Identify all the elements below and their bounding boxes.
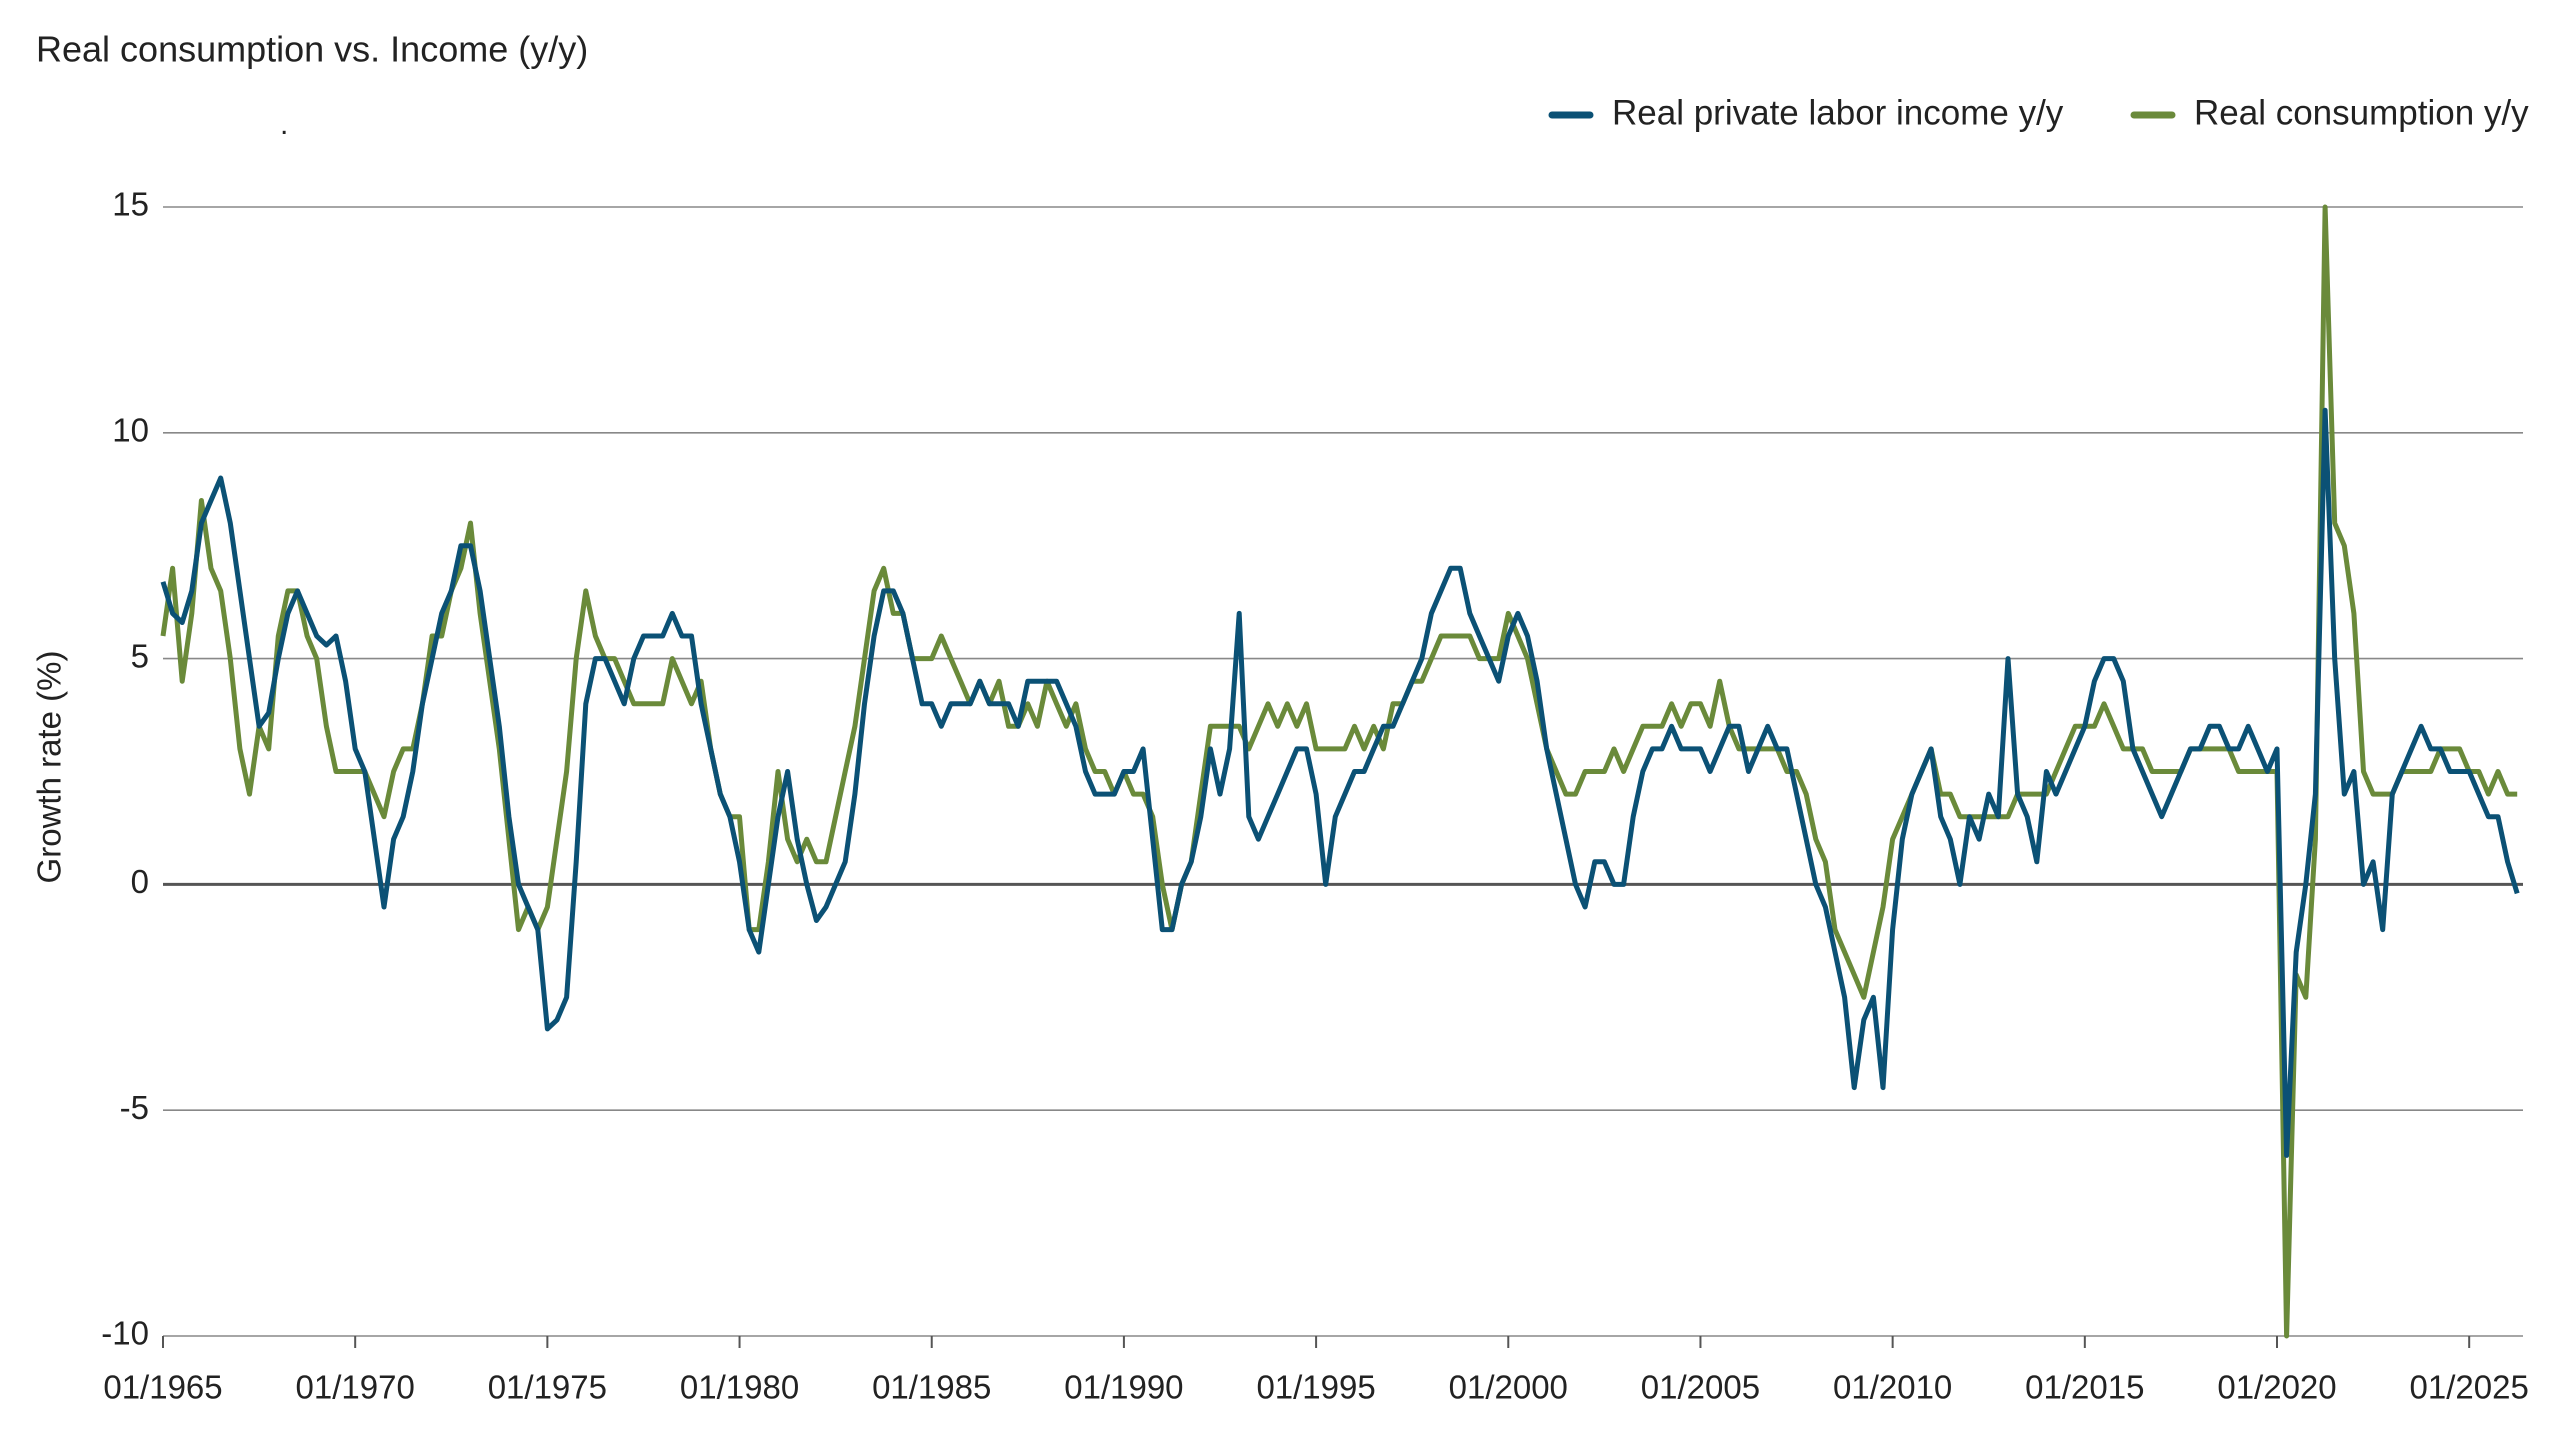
y-tick-label: -5: [120, 1089, 149, 1126]
y-axis-label: Growth rate (%): [31, 651, 68, 884]
x-tick-label: 01/1975: [488, 1369, 607, 1406]
x-tick-label: 01/2005: [1641, 1369, 1760, 1406]
x-tick-label: 01/1985: [872, 1369, 991, 1406]
y-tick-label: 15: [112, 186, 149, 223]
x-tick-label: 01/1980: [680, 1369, 799, 1406]
y-tick-label: 0: [131, 863, 149, 900]
legend-label: Real consumption y/y: [2194, 93, 2529, 132]
x-tick-label: 01/2015: [2025, 1369, 2144, 1406]
y-tick-label: 10: [112, 412, 149, 449]
y-tick-label: 5: [131, 637, 149, 674]
x-tick-label: 01/2010: [1833, 1369, 1952, 1406]
x-tick-label: 01/2000: [1449, 1369, 1568, 1406]
legend-label: Real private labor income y/y: [1612, 93, 2064, 132]
x-tick-label: 01/2025: [2410, 1369, 2529, 1406]
series-line: [160, 204, 2518, 1339]
x-tick-label: 01/1990: [1064, 1369, 1183, 1406]
x-tick-label: 01/2020: [2217, 1369, 2336, 1406]
x-tick-label: 01/1965: [103, 1369, 222, 1406]
chart-subtitle: .: [280, 108, 288, 141]
x-tick-label: 01/1995: [1256, 1369, 1375, 1406]
chart-title: Real consumption vs. Income (y/y): [36, 29, 588, 70]
y-tick-label: -10: [101, 1315, 149, 1352]
series-line: [160, 407, 2520, 1158]
x-tick-label: 01/1970: [296, 1369, 415, 1406]
